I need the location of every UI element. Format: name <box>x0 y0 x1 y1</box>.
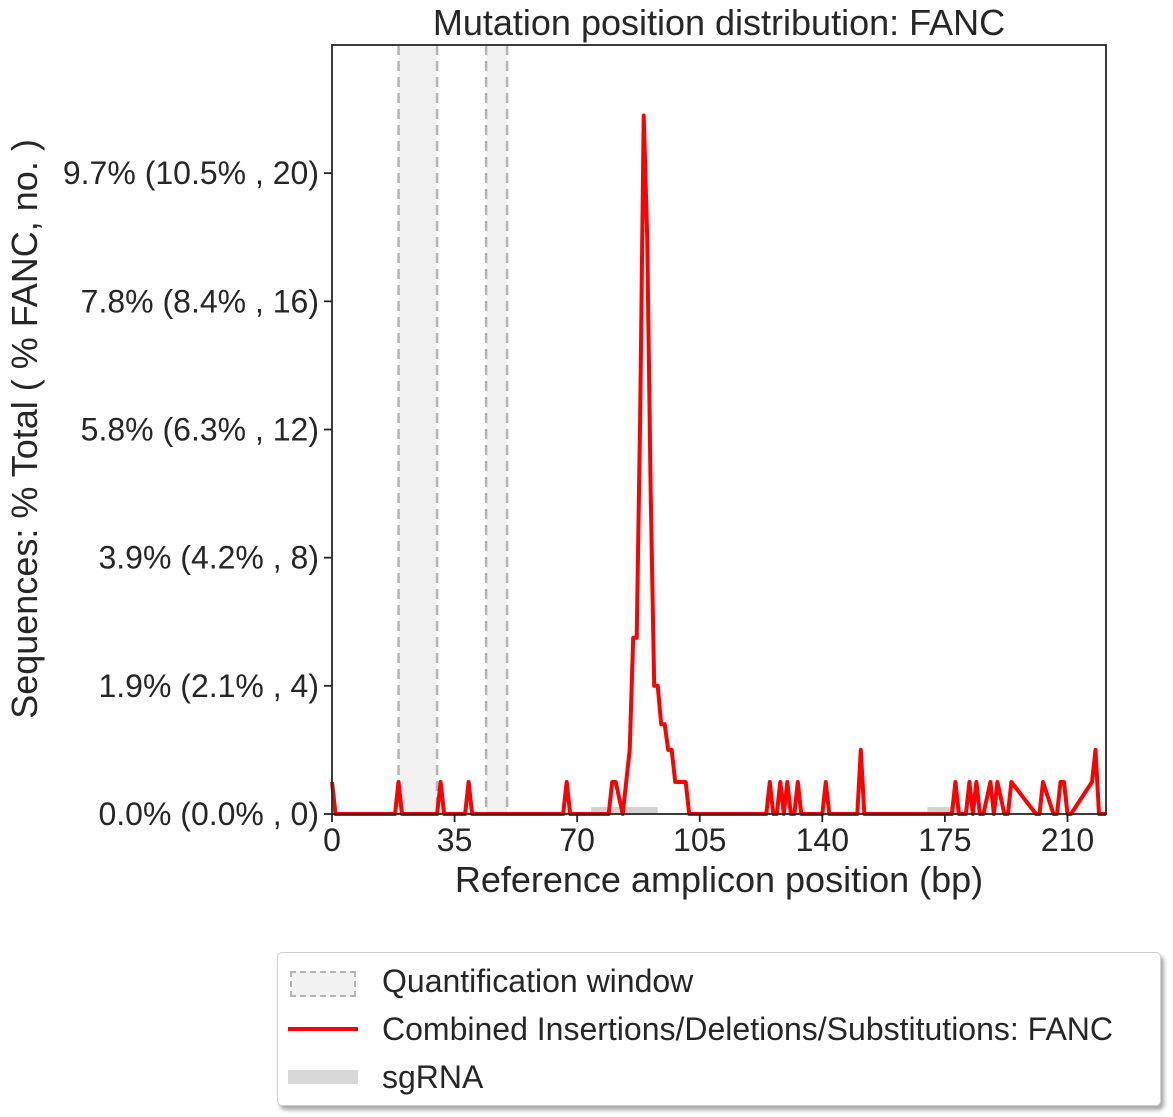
legend-label: Quantification window <box>382 963 694 999</box>
series-line-combined <box>330 113 1106 816</box>
legend-label: Combined Insertions/Deletions/Substituti… <box>382 1011 1114 1047</box>
quantification-window-1 <box>398 45 438 814</box>
x-tick-label: 175 <box>918 822 971 858</box>
y-tick-label: 9.7% (10.5% , 20) <box>63 155 319 191</box>
x-tick-label: 105 <box>673 822 726 858</box>
quantification-window-2 <box>486 45 508 814</box>
legend: Quantification window Combined Insertion… <box>277 952 1161 1106</box>
x-tick-label: 70 <box>559 822 595 858</box>
y-tick-label: 3.9% (4.2% , 8) <box>98 540 319 576</box>
x-axis-label: Reference amplicon position (bp) <box>455 859 983 900</box>
line-swatch <box>288 1027 358 1031</box>
y-tick-label: 5.8% (6.3% , 12) <box>81 412 319 448</box>
plot-frame <box>331 44 1107 815</box>
chart-title: Mutation position distribution: FANC <box>433 2 1005 43</box>
plot-background-layer <box>397 45 963 814</box>
mutation-position-chart: Mutation position distribution: FANC 0 35… <box>4 2 1107 900</box>
y-axis: 0.0% (0.0% , 0) 1.9% (2.1% , 4) 3.9% (4.2%… <box>63 155 332 832</box>
legend-label: sgRNA <box>382 1059 484 1095</box>
x-axis: 0 35 70 105 140 175 210 <box>323 814 1094 858</box>
y-tick-label: 0.0% (0.0% , 0) <box>98 796 319 832</box>
plot-data-layer <box>330 113 1106 816</box>
y-axis-label: Sequences: % Total ( % FANC, no. ) <box>4 139 45 719</box>
sgrna-region-2 <box>927 807 963 814</box>
x-tick-label: 0 <box>323 822 341 858</box>
x-tick-label: 140 <box>796 822 849 858</box>
x-tick-label: 35 <box>437 822 473 858</box>
x-tick-label: 210 <box>1041 822 1094 858</box>
y-tick-label: 1.9% (2.1% , 4) <box>98 668 319 704</box>
sgrna-swatch <box>288 1070 358 1084</box>
quantification-window-swatch <box>290 971 356 997</box>
y-tick-label: 7.8% (8.4% , 16) <box>81 283 319 319</box>
